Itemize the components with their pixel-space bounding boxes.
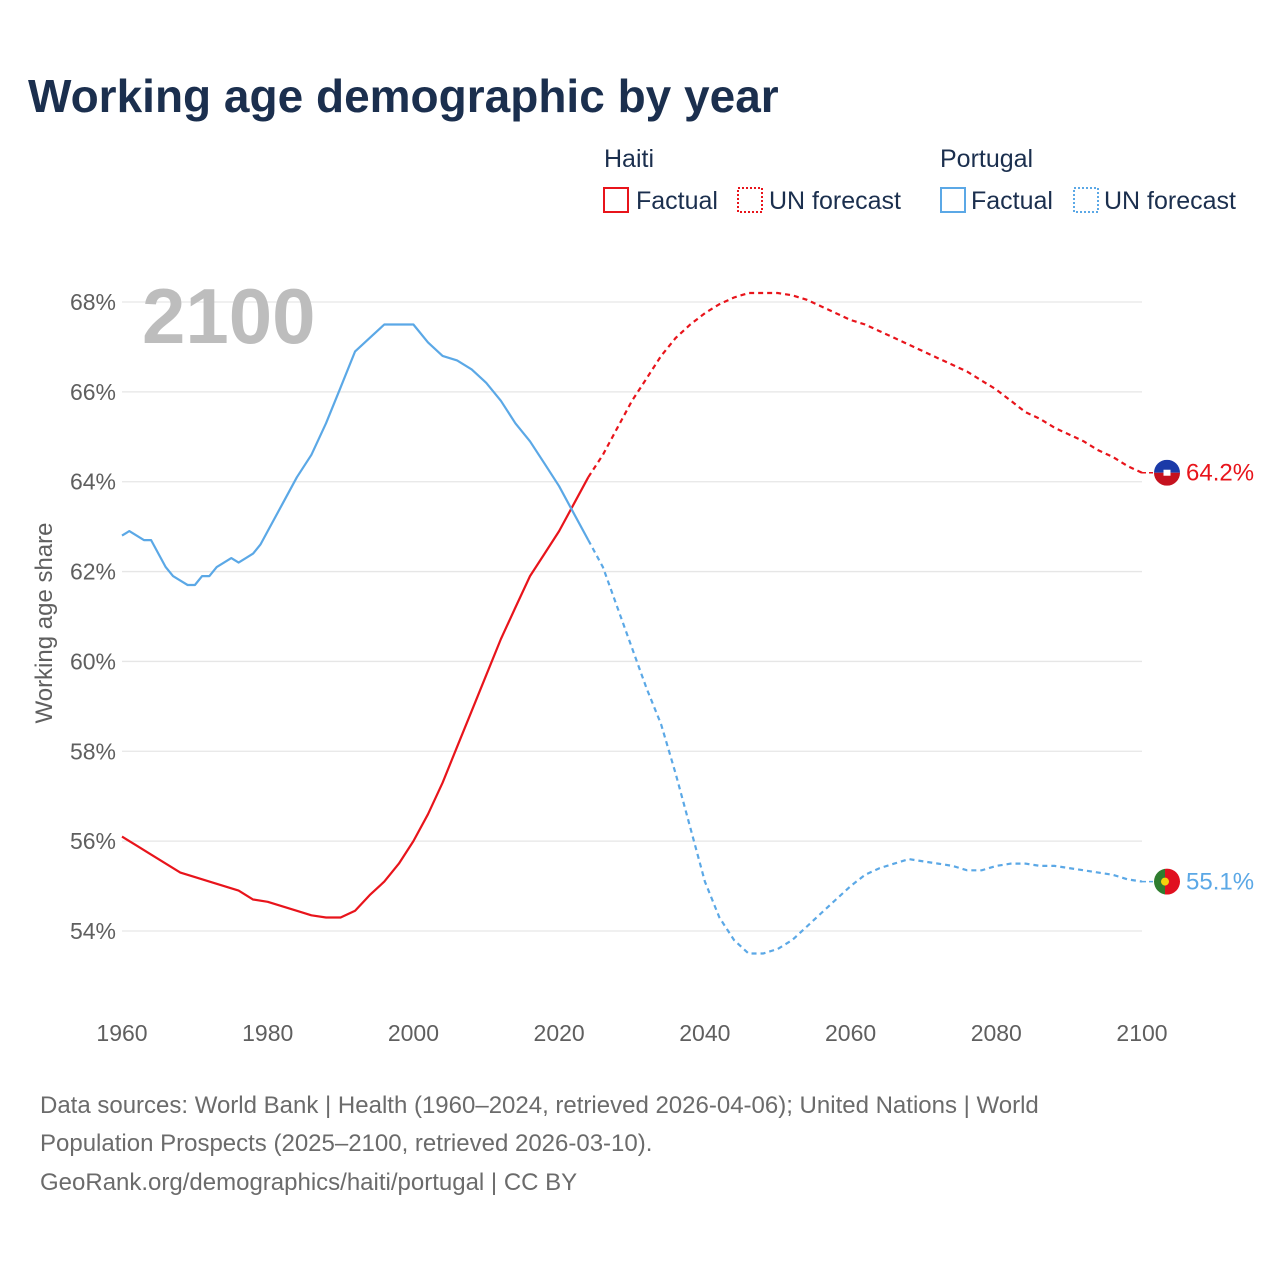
portugal-factual-line (121, 323, 590, 587)
x-tick-label: 2080 (971, 1020, 1022, 1046)
legend-haiti-factual-label: Factual (636, 187, 718, 215)
haiti-flag-icon (1154, 459, 1180, 486)
legend-portugal-factual-label: Factual (971, 187, 1053, 215)
haiti-forecast-line (587, 291, 1143, 478)
y-tick-label: 58% (70, 738, 116, 764)
legend-haiti-forecast-swatch (737, 187, 763, 213)
x-tick-label: 1980 (242, 1020, 293, 1046)
y-tick-label: 64% (70, 469, 116, 495)
series-lines (121, 291, 1154, 955)
y-axis-ticks: 54% 56% 58% 60% 62% 64% 66% 68% (70, 289, 116, 944)
legend-portugal-forecast-label: UN forecast (1104, 187, 1236, 215)
legend-group-haiti: Haiti (604, 145, 654, 173)
y-tick-label: 56% (70, 828, 116, 854)
haiti-end-label: 64.2% (1186, 460, 1254, 487)
portugal-flag-icon (1154, 868, 1180, 895)
y-tick-label: 66% (70, 379, 116, 405)
y-tick-label: 68% (70, 289, 116, 315)
legend: Haiti Factual UN forecast Portugal Factu… (603, 145, 1236, 215)
year-display: 2100 (142, 272, 316, 360)
y-axis-label: Working age share (31, 523, 58, 724)
legend-haiti-factual-swatch (603, 187, 629, 213)
x-tick-label: 1960 (96, 1020, 147, 1046)
chart-title: Working age demographic by year (28, 70, 779, 122)
source-line-3[interactable]: GeoRank.org/demographics/haiti/portugal … (40, 1169, 577, 1196)
source-line-2: Population Prospects (2025–2100, retriev… (40, 1130, 652, 1157)
x-tick-label: 2040 (679, 1020, 730, 1046)
gridlines (122, 301, 1142, 932)
x-tick-label: 2100 (1116, 1020, 1167, 1046)
legend-haiti-forecast-label: UN forecast (769, 187, 901, 215)
y-tick-label: 62% (70, 559, 116, 585)
x-tick-label: 2000 (388, 1020, 439, 1046)
x-tick-label: 2060 (825, 1020, 876, 1046)
source-line-1: Data sources: World Bank | Health (1960–… (40, 1092, 1039, 1119)
x-tick-label: 2020 (534, 1020, 585, 1046)
haiti-factual-line (121, 476, 590, 919)
y-tick-label: 60% (70, 648, 116, 674)
legend-portugal-forecast-swatch (1073, 187, 1099, 213)
legend-group-portugal: Portugal (940, 145, 1033, 173)
legend-portugal-factual-swatch (940, 187, 966, 213)
y-tick-label: 54% (70, 918, 116, 944)
portugal-end-label: 55.1% (1186, 869, 1254, 896)
portugal-forecast-line (587, 539, 1143, 955)
end-markers: 64.2% 55.1% (1154, 459, 1254, 896)
x-axis-ticks: 1960 1980 2000 2020 2040 2060 2080 2100 (96, 1020, 1167, 1046)
